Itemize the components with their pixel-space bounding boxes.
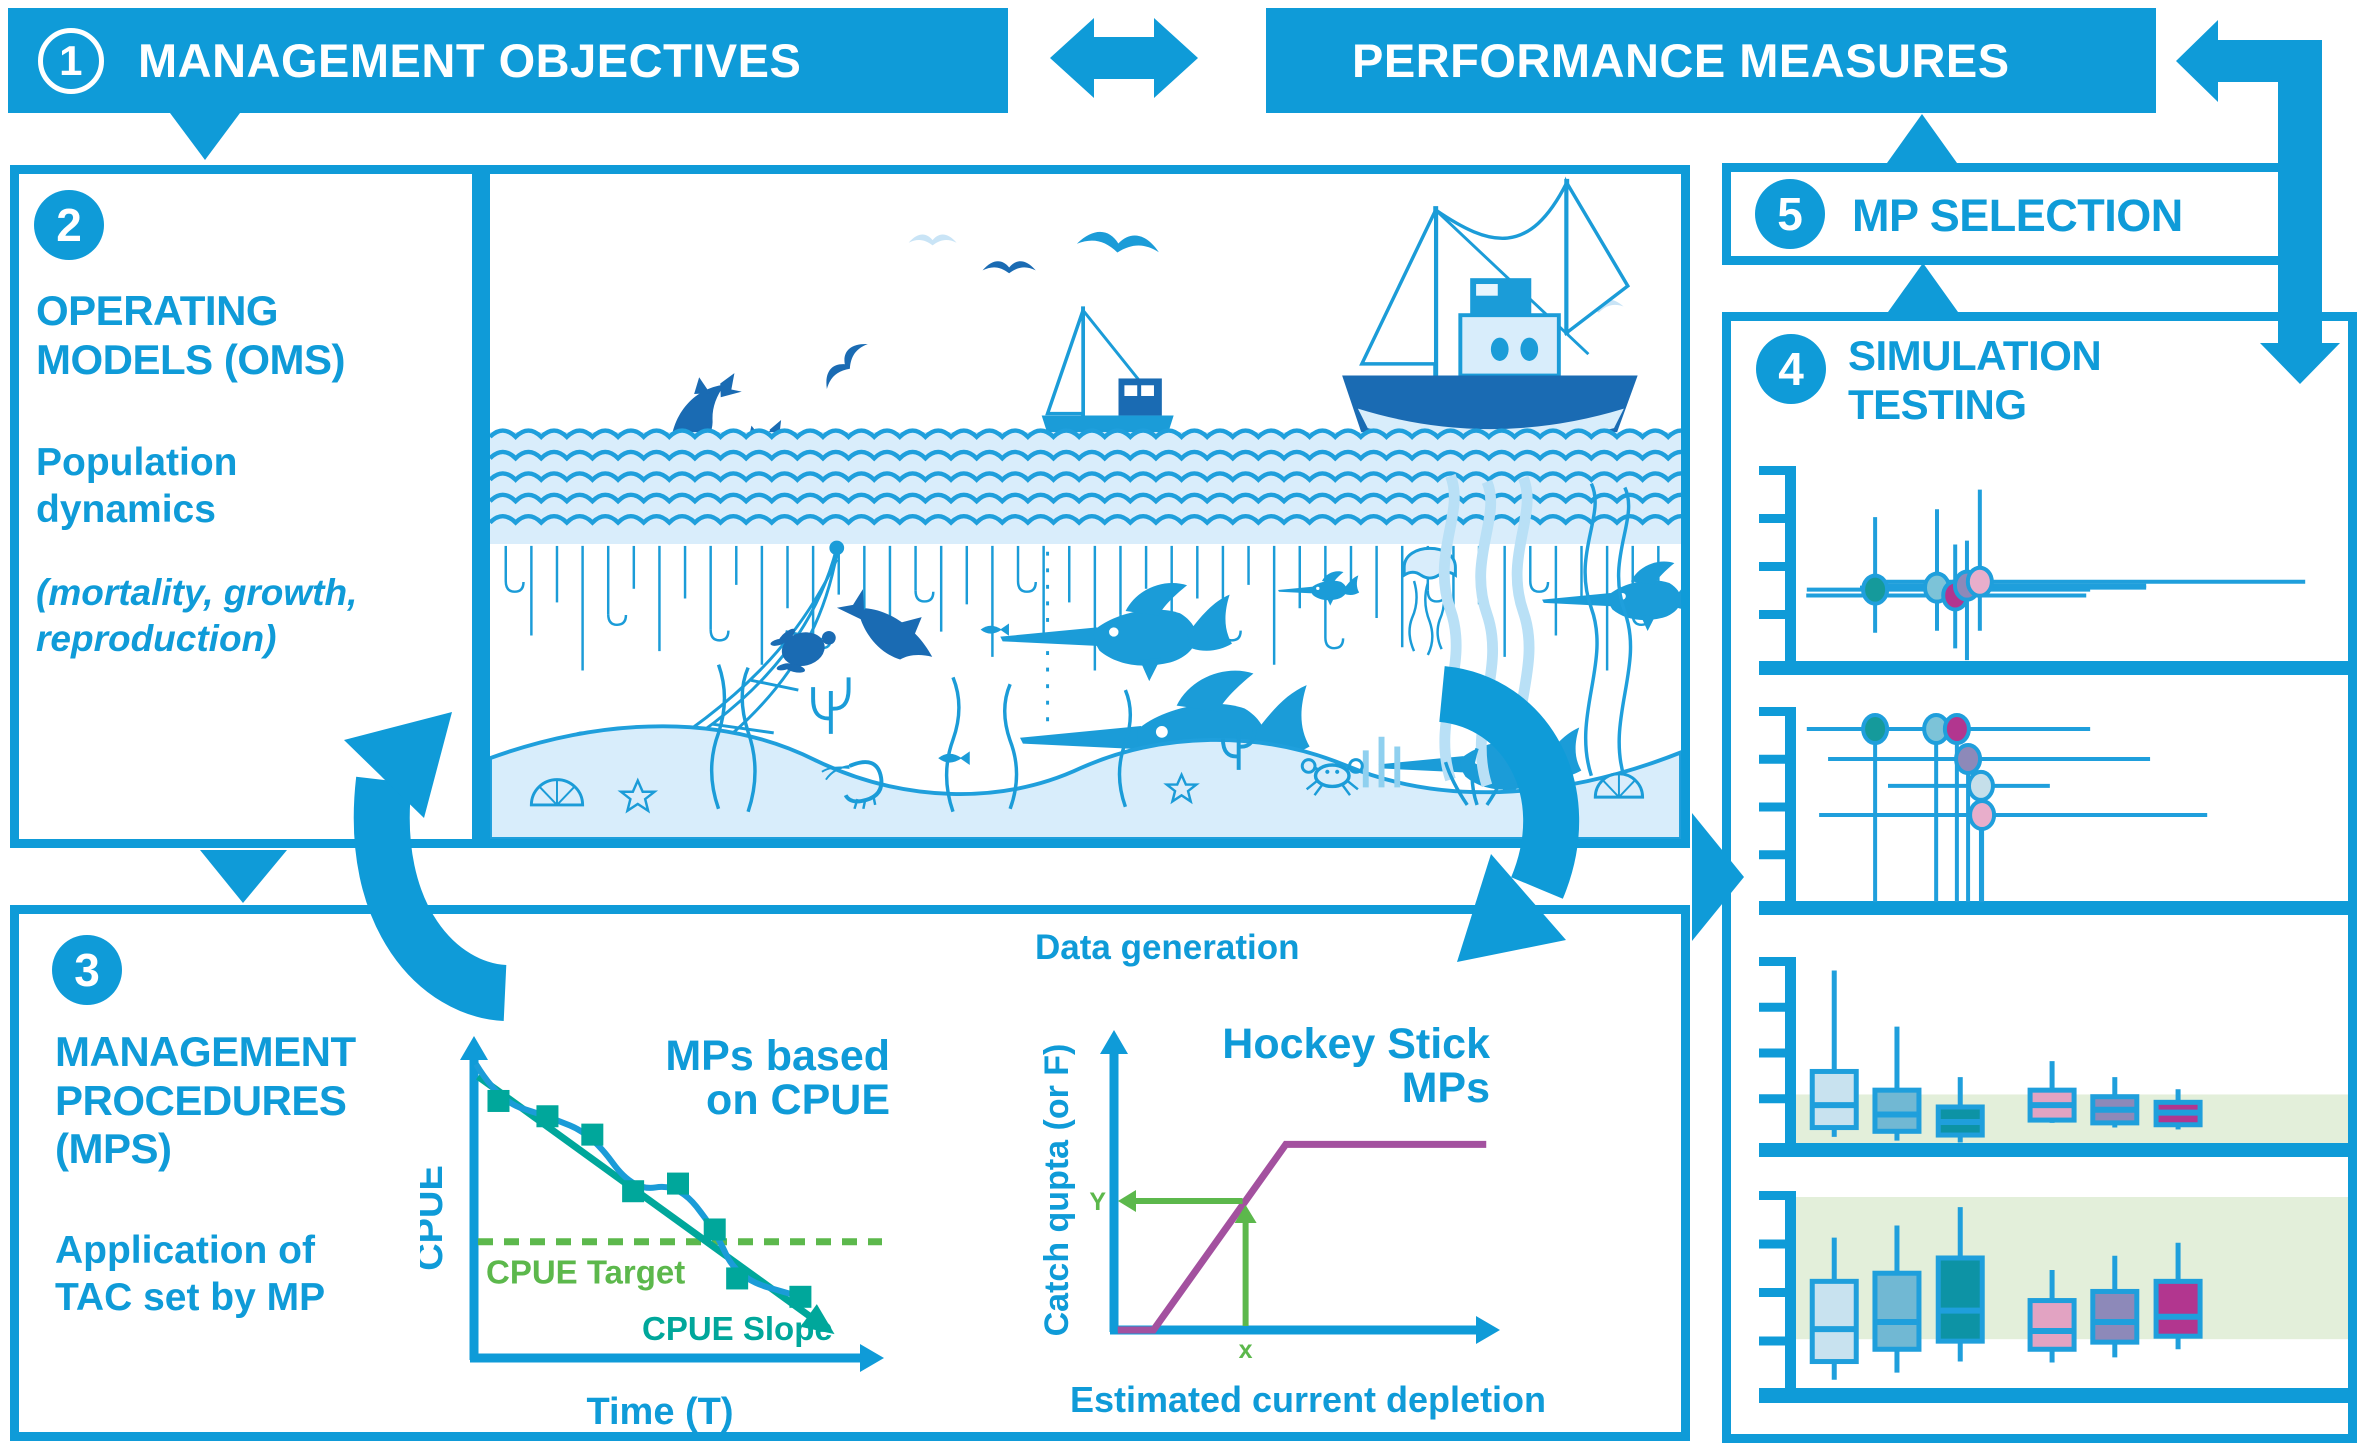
step-1-number: 1 [59,36,83,84]
management-procedures-box [10,905,1690,1441]
ocean-scene [490,176,1681,839]
svg-text:x: x [1239,1336,1253,1364]
step-2-badge: 2 [34,190,104,260]
svg-text:MPs: MPs [1402,1064,1490,1112]
starfish-icon-2 [1163,771,1200,805]
simulation-testing-title: SIMULATION TESTING [1848,332,2102,428]
shrimp-icon [821,760,884,810]
banner-performance-measures: PERFORMANCE MEASURES [1266,8,2156,113]
om-to-mp-arrow-icon [200,850,287,903]
sim-plot-1 [1759,466,2348,675]
sim-plot-2 [1759,707,2348,915]
banner-management-objectives: 1 MANAGEMENT OBJECTIVES [8,8,1008,113]
coral-icons [811,677,1401,788]
data-generation-label: Data generation [1035,928,1300,967]
svg-text:on CPUE: on CPUE [706,1076,890,1124]
svg-text:CPUE: CPUE [420,1165,451,1271]
crab-icon [1300,758,1364,796]
ocean-operating-model-illustration [481,165,1690,848]
tuna-icon [1278,571,1360,606]
application-tac-subtitle: Application of TAC set by MP [55,1229,326,1319]
step-4-number: 4 [1778,343,1804,395]
svg-text:Time (T): Time (T) [586,1391,733,1433]
sea-turtle-icon [770,628,836,673]
step-2-number: 2 [56,199,82,251]
sim-plot-4 [1759,1191,2348,1403]
svg-text:MPs based: MPs based [665,1032,890,1080]
diving-seabird-icon [818,336,871,392]
svg-text:CPUE Target: CPUE Target [486,1254,685,1291]
step-5-number: 5 [1777,188,1803,240]
objectives-measures-double-arrow-icon [1050,18,1198,98]
step-4-badge: 4 [1756,334,1826,404]
sim-plot-3 [1759,957,2348,1157]
step-3-number: 3 [74,944,100,996]
mp-selection-title: MP SELECTION [1852,190,2183,241]
svg-text:CPUE Slope: CPUE Slope [642,1310,833,1347]
starfish-icon [617,777,659,814]
population-dynamics-subtitle: Population dynamics [36,441,238,531]
banner-1-label: MANAGEMENT OBJECTIVES [138,34,802,87]
svg-text:Catch qupta (or F): Catch qupta (or F) [1038,1044,1076,1337]
mortality-growth-note: (mortality, growth, reproduction) [36,572,358,660]
trawler-icon [1342,176,1638,465]
banner-2-label: PERFORMANCE MEASURES [1352,34,2010,87]
step-1-badge: 1 [38,27,104,94]
scallop-shell-icon-2 [1593,772,1645,799]
step-3-badge: 3 [52,935,122,1005]
operating-models-box [10,165,481,848]
objectives-to-om-arrow-icon [170,113,240,160]
sea-surface [490,432,1681,544]
svg-text:Hockey Stick: Hockey Stick [1222,1020,1490,1068]
shark-icon [836,589,933,660]
step-5-badge: 5 [1755,179,1825,249]
selection-to-measures-arrow-icon [1887,114,1957,163]
simulation-to-selection-arrow-icon [1888,263,1958,312]
management-procedures-title: MANAGEMENT PROCEDURES (MPS) [55,1028,356,1173]
operating-models-title: OPERATING MODELS (OMS) [36,287,345,383]
svg-text:Estimated current depletion: Estimated current depletion [1070,1379,1546,1420]
svg-text:Y: Y [1089,1188,1106,1216]
scallop-shell-icon [529,778,585,807]
